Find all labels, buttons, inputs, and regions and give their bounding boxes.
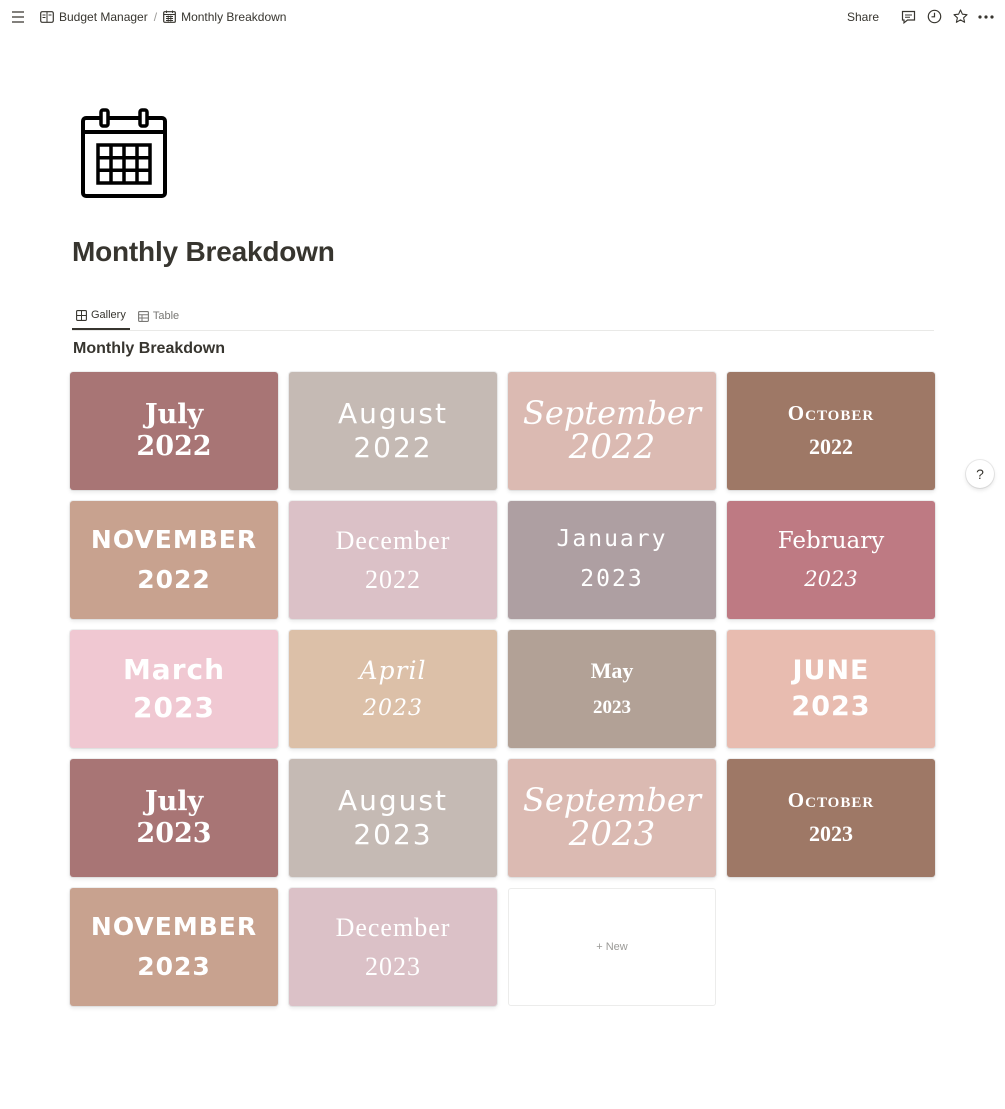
- tab-label: Gallery: [91, 309, 126, 321]
- gallery-card[interactable]: August 2023: [289, 759, 497, 877]
- card-month: March: [122, 653, 226, 687]
- card-year: 2023: [353, 818, 433, 851]
- comment-icon[interactable]: [899, 8, 917, 26]
- gallery-card[interactable]: JUNE 2023: [727, 630, 935, 748]
- gallery-card[interactable]: July 2022: [70, 372, 278, 490]
- tab-table[interactable]: Table: [134, 306, 183, 330]
- card-month: September: [522, 394, 702, 433]
- gallery-card[interactable]: March 2023: [70, 630, 278, 748]
- gallery-card[interactable]: September 2023: [508, 759, 716, 877]
- gallery-card[interactable]: October 2023: [727, 759, 935, 877]
- gallery-card[interactable]: May 2023: [508, 630, 716, 748]
- breadcrumb-label: Monthly Breakdown: [181, 9, 287, 24]
- gallery-card[interactable]: February 2023: [727, 501, 935, 619]
- card-month: September: [522, 781, 702, 820]
- gallery-card[interactable]: December 2023: [289, 888, 497, 1006]
- gallery-icon: [76, 309, 87, 321]
- view-tabs: Gallery Table: [72, 306, 934, 331]
- card-year: 2023: [363, 695, 423, 721]
- card-month: July: [144, 398, 204, 430]
- gallery-card[interactable]: NOVEMBER 2022: [70, 501, 278, 619]
- card-year: 2023: [593, 696, 631, 718]
- card-month: July: [144, 785, 204, 817]
- new-card-button[interactable]: + New: [508, 888, 716, 1006]
- more-icon[interactable]: [977, 8, 995, 26]
- book-icon: [40, 10, 54, 23]
- card-month: December: [335, 525, 451, 555]
- card-year: 2023: [136, 818, 212, 849]
- card-year: 2023: [365, 952, 421, 981]
- table-icon: [137, 310, 149, 322]
- breadcrumb-separator: /: [153, 9, 158, 24]
- page-calendar-icon[interactable]: [80, 108, 170, 200]
- card-month: December: [335, 912, 451, 942]
- card-month: NOVEMBER: [90, 525, 258, 554]
- card-month: JUNE: [792, 654, 870, 686]
- card-year: 2022: [568, 426, 656, 467]
- gallery-grid: July 2022 August 2022 September 2022 Octobe…: [70, 372, 935, 1006]
- card-year: 2023: [568, 813, 656, 854]
- card-year: 2022: [137, 565, 211, 594]
- star-icon[interactable]: [951, 8, 969, 26]
- clock-icon[interactable]: [925, 8, 943, 26]
- card-month: January: [556, 526, 668, 553]
- gallery-card[interactable]: December 2022: [289, 501, 497, 619]
- card-year: 2022: [365, 565, 421, 594]
- breadcrumb-monthly-breakdown[interactable]: Monthly Breakdown: [159, 8, 290, 26]
- topbar-right: Share: [847, 8, 995, 26]
- card-month: October: [787, 401, 875, 426]
- gallery-card[interactable]: NOVEMBER 2023: [70, 888, 278, 1006]
- topbar: Budget Manager / Monthly Breakdown Share: [0, 0, 1005, 33]
- card-month: April: [359, 655, 427, 685]
- card-year: 2023: [137, 952, 211, 981]
- card-year: 2023: [804, 567, 858, 592]
- card-year: 2023: [809, 821, 853, 847]
- tab-label: Table: [152, 310, 180, 322]
- gallery-card[interactable]: October 2022: [727, 372, 935, 490]
- breadcrumb-budget-manager[interactable]: Budget Manager: [36, 8, 152, 26]
- gallery-card[interactable]: August 2022: [289, 372, 497, 490]
- page-title[interactable]: Monthly Breakdown: [72, 236, 335, 267]
- card-month: February: [777, 527, 885, 554]
- card-year: 2022: [136, 431, 212, 462]
- card-month: NOVEMBER: [90, 912, 258, 941]
- topbar-left: Budget Manager / Monthly Breakdown: [10, 8, 290, 26]
- calendar-icon: [163, 10, 176, 23]
- card-year: 2022: [809, 434, 853, 460]
- gallery-card[interactable]: September 2022: [508, 372, 716, 490]
- gallery-card[interactable]: April 2023: [289, 630, 497, 748]
- tab-gallery[interactable]: Gallery: [72, 306, 130, 330]
- card-month: August: [338, 397, 448, 431]
- card-year: 2022: [353, 431, 433, 464]
- gallery-card[interactable]: January 2023: [508, 501, 716, 619]
- share-button[interactable]: Share: [846, 9, 879, 24]
- menu-icon[interactable]: [10, 9, 26, 25]
- card-month: October: [787, 788, 875, 813]
- card-year: 2023: [791, 691, 871, 722]
- help-button[interactable]: ?: [966, 460, 994, 488]
- card-year: 2023: [580, 566, 644, 592]
- card-month: August: [338, 784, 448, 818]
- card-year: 2023: [133, 691, 215, 724]
- breadcrumb-label: Budget Manager: [59, 9, 148, 24]
- card-month: May: [590, 658, 634, 684]
- gallery-card[interactable]: July 2023: [70, 759, 278, 877]
- database-title[interactable]: Monthly Breakdown: [73, 340, 226, 357]
